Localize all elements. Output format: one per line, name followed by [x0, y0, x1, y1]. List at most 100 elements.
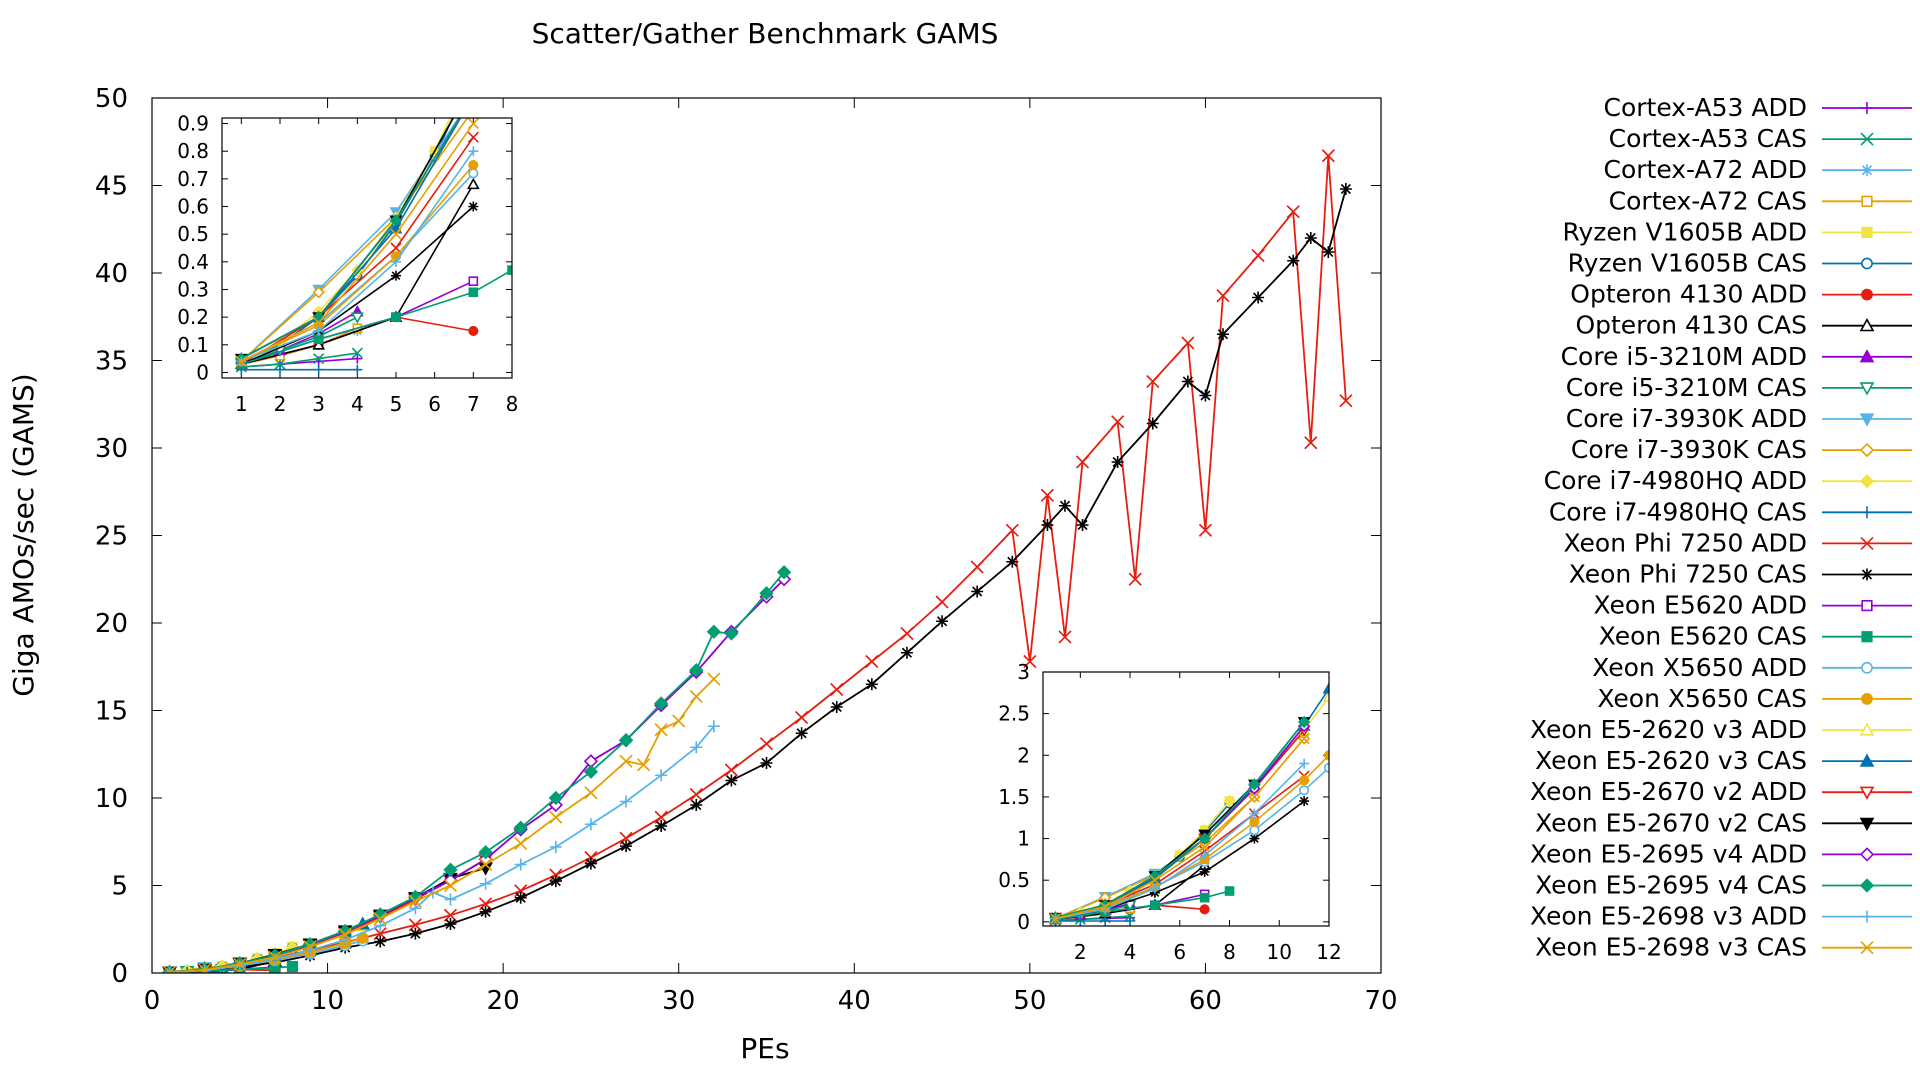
main-point-xeon-phi-7250-add — [1251, 248, 1265, 263]
inset1-point-xeon-e5-2670-v2-cas — [468, 78, 478, 87]
inset1-series-line-xeon-e5-2698-v3-add — [241, 150, 474, 363]
main-point-xeon-phi-7250-add — [1146, 374, 1160, 389]
inset2-point-xeon-x5650-cas — [1299, 775, 1310, 786]
inset2-point-xeon-x5650-cas — [1249, 816, 1260, 827]
inset1-series-line-xeon-e5-2698-v3-cas — [240, 123, 474, 363]
main-point-xeon-phi-7250-cas — [1322, 246, 1335, 258]
legend-label: Core i7-4980HQ CAS — [1549, 497, 1807, 526]
legend-swatch-marker — [1861, 226, 1873, 239]
legend-entry-ryzen-v1605b-cas: Ryzen V1605B CAS — [1568, 249, 1912, 278]
main-point-xeon-phi-7250-add — [724, 763, 738, 777]
legend-entry-core-i7-4980hq-cas: Core i7-4980HQ CAS — [1549, 497, 1912, 526]
inset1-point-core-i7-3930k-cas — [312, 286, 325, 299]
main-point-xeon-e5-2695-v4-cas — [583, 764, 599, 779]
main-point-xeon-e5-2698-v3-cas — [338, 927, 352, 942]
main-point-xeon-e5-2698-v3-cas — [549, 810, 563, 824]
main-point-xeon-phi-7250-add — [1181, 336, 1195, 350]
inset1-series-line-xeon-phi-7250-add — [240, 136, 474, 365]
main-point-xeon-e5-2698-v3-cas — [619, 754, 633, 768]
legend-swatch-marker — [1860, 536, 1874, 550]
main-point-xeon-phi-7250-add — [1216, 289, 1230, 303]
main-point-xeon-e5-2698-v3-cas — [707, 672, 721, 686]
main-point-xeon-e5-2695-v4-cas — [689, 663, 704, 678]
inset2-point-xeon-e5-2698-v3-cas — [1099, 901, 1111, 913]
main-point-xeon-e5-2698-v3-cas — [373, 912, 387, 926]
main-point-xeon-phi-7250-add — [1198, 523, 1212, 537]
inset1-point-core-i7-4980hq-cas — [352, 364, 363, 375]
legend-label: Xeon E5-2620 v3 CAS — [1535, 746, 1807, 775]
main-y-tick-label: 20 — [95, 609, 128, 639]
main-point-xeon-e5-2698-v3-cas — [479, 857, 493, 872]
inset2-y-tick-label: 3 — [1017, 660, 1030, 684]
inset1-point-xeon-e5-2698-v3-add — [391, 256, 401, 267]
main-point-xeon-phi-7250-cas — [1304, 232, 1317, 244]
legend-label: Xeon Phi 7250 ADD — [1564, 528, 1807, 557]
main-series-line-xeon-e5-2670-v2-cas — [169, 867, 486, 973]
legend-label: Xeon E5-2695 v4 CAS — [1535, 871, 1807, 900]
legend-swatch-marker — [1859, 442, 1875, 458]
main-point-xeon-e5-2695-v4-cas — [513, 820, 528, 835]
main-point-xeon-phi-7250-add — [1040, 488, 1054, 502]
main-point-xeon-phi-7250-cas — [479, 905, 492, 918]
main-y-tick-label: 30 — [95, 434, 128, 464]
legend-swatch-marker — [1859, 878, 1875, 893]
main-point-xeon-e5-2695-v4-cas — [618, 733, 634, 748]
main-point-xeon-e5-2698-v3-add — [233, 960, 246, 972]
inset1-y-tick-label: 0.2 — [177, 305, 209, 329]
inset2-series-line-xeon-e5-2698-v3-cas — [1055, 738, 1305, 920]
legend-label: Opteron 4130 ADD — [1570, 280, 1807, 309]
inset1-point-ryzen-v1605b-cas — [469, 69, 478, 78]
legend-swatch-marker — [1861, 693, 1873, 705]
legend-entry-ryzen-v1605b-add: Ryzen V1605B ADD — [1562, 217, 1912, 246]
inset1-x-tick-label: 4 — [351, 392, 364, 416]
legend-label: Xeon E5-2620 v3 ADD — [1530, 715, 1807, 744]
legend-entry-core-i5-3210m-cas: Core i5-3210M CAS — [1566, 373, 1912, 402]
legend-label: Ryzen V1605B CAS — [1568, 249, 1807, 278]
inset2-point-xeon-e5-2698-v3-cas — [1298, 733, 1310, 745]
inset1-point-xeon-x5650-add — [468, 168, 479, 179]
legend-swatch-marker — [1860, 132, 1874, 146]
main-point-xeon-e5-2698-v3-add — [444, 893, 457, 906]
inset2-point-core-i7-4980hq-add — [1223, 794, 1236, 808]
main-point-xeon-phi-7250-add — [970, 560, 984, 574]
inset2-background — [1043, 672, 1329, 926]
legend-label: Xeon E5-2695 v4 ADD — [1530, 839, 1807, 868]
inset2-point-core-i7-4980hq-cas — [1075, 916, 1086, 926]
legend-entry-xeon-e5-2620-v3-add: Xeon E5-2620 v3 ADD — [1530, 715, 1912, 744]
legend-label: Xeon E5-2698 v3 CAS — [1535, 933, 1807, 962]
legend-swatch-marker — [1861, 288, 1873, 301]
inset2-y-tick-label: 2.5 — [998, 702, 1030, 726]
main-point-xeon-e5-2695-v4-cas — [478, 845, 493, 860]
main-point-xeon-e5-2698-v3-cas — [689, 689, 703, 704]
inset2-point-xeon-e5-2698-v3-add — [1199, 850, 1210, 861]
main-point-xeon-phi-7250-add — [1286, 205, 1300, 219]
inset1-point-opteron-4130-add — [468, 325, 479, 337]
inset1-x-tick-label: 5 — [390, 392, 403, 416]
main-point-xeon-phi-7250-add — [1321, 149, 1335, 163]
inset2-x-tick-label: 10 — [1267, 940, 1292, 964]
main-point-xeon-phi-7250-cas — [725, 774, 738, 787]
inset2-series-line-xeon-e5-2698-v3-add — [1055, 763, 1305, 920]
main-point-xeon-phi-7250-cas — [1181, 375, 1194, 388]
legend-swatch-marker — [1859, 318, 1875, 332]
main-x-tick-label: 40 — [838, 986, 871, 1016]
inset1-x-tick-label: 7 — [467, 392, 480, 416]
legend-entry-cortex-a53-cas: Cortex-A53 CAS — [1609, 124, 1912, 153]
main-point-xeon-phi-7250-add — [1304, 436, 1318, 450]
main-point-xeon-phi-7250-cas — [549, 875, 562, 888]
main-point-xeon-phi-7250-cas — [655, 820, 668, 832]
inset2-point-xeon-e5-2695-v4-cas — [1198, 832, 1211, 845]
legend-label: Xeon E5620 ADD — [1594, 591, 1807, 620]
inset2-point-core-i7-4980hq-cas — [1100, 916, 1111, 926]
main-point-xeon-phi-7250-cas — [514, 891, 527, 904]
main-point-xeon-phi-7250-add — [935, 595, 949, 609]
inset2-point-xeon-e5-2620-v3-add — [1322, 690, 1329, 702]
inset1-point-xeon-e5-2698-v3-cas — [390, 228, 402, 240]
legend-label: Xeon E5-2670 v2 ADD — [1530, 777, 1807, 806]
inset1-series-xeon-e5-2698-v3-cas — [235, 118, 479, 367]
legend-swatch-marker — [1861, 195, 1873, 207]
chart-title: Scatter/Gather Benchmark GAMS — [532, 17, 999, 50]
main-series-line-xeon-e5-2695-v4-cas — [169, 571, 785, 973]
legend-entry-xeon-e5-2670-v2-cas: Xeon E5-2670 v2 CAS — [1535, 808, 1912, 837]
